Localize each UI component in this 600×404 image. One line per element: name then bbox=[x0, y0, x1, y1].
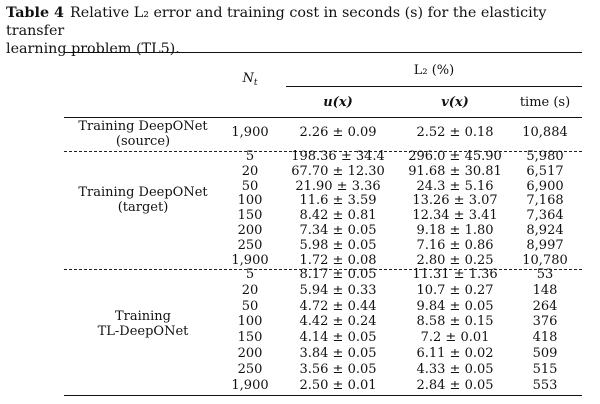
cell-tl-u: 8.17 ± 0.05 bbox=[299, 267, 377, 282]
cell-target-t: 8,924 bbox=[526, 223, 564, 238]
cell-target-n: 5 bbox=[245, 149, 255, 164]
header-time: time (s) bbox=[519, 95, 571, 110]
cell-tl-n: 5 bbox=[245, 267, 255, 282]
cell-target-v: 12.34 ± 3.41 bbox=[412, 208, 498, 224]
cell-target-u: 21.90 ± 3.36 bbox=[295, 178, 381, 194]
cell-source-u: 2.26 ± 0.09 bbox=[299, 125, 377, 140]
cell-tl-n: 1,900 bbox=[231, 377, 269, 393]
dashed-separator-2 bbox=[64, 269, 582, 270]
caption-line-1: Table 4 Relative L₂ error and training co… bbox=[6, 4, 594, 40]
cell-target-n: 50 bbox=[241, 178, 259, 194]
cell-tl-u: 3.56 ± 0.05 bbox=[299, 361, 377, 377]
cell-tl-u: 4.14 ± 0.05 bbox=[299, 330, 377, 346]
cell-target-t: 6,517 bbox=[526, 163, 564, 179]
top-rule bbox=[64, 52, 582, 54]
cell-tl-v: 11.31 ± 1.36 bbox=[412, 267, 498, 282]
table-caption: Table 4 Relative L₂ error and training co… bbox=[6, 4, 594, 58]
cell-target-v: 296.0 ± 45.90 bbox=[408, 149, 502, 164]
cell-tl-n: 100 bbox=[237, 314, 263, 330]
cell-tl-n: 200 bbox=[237, 346, 263, 361]
caption-label: Table 4 bbox=[6, 5, 64, 21]
group-source-line-2: (source) bbox=[115, 134, 171, 149]
cell-tl-t: 515 bbox=[532, 361, 558, 377]
cell-tl-t: 53 bbox=[536, 267, 554, 282]
header-nt-main: N bbox=[242, 71, 254, 86]
cell-source-n: 1,900 bbox=[231, 125, 269, 140]
cell-target-u: 7.34 ± 0.05 bbox=[299, 223, 377, 238]
cell-tl-t: 418 bbox=[532, 330, 558, 346]
cell-target-v: 9.18 ± 1.80 bbox=[416, 223, 494, 238]
cell-tl-t: 509 bbox=[532, 346, 558, 361]
cell-target-t: 5,980 bbox=[526, 149, 564, 164]
cell-tl-v: 7.2 ± 0.01 bbox=[420, 330, 490, 346]
cell-target-v: 13.26 ± 3.07 bbox=[412, 193, 498, 209]
cell-target-v: 2.80 ± 0.25 bbox=[416, 252, 494, 268]
cell-tl-t: 553 bbox=[532, 377, 558, 393]
cell-target-t: 7,364 bbox=[526, 208, 564, 224]
cell-tl-u: 3.84 ± 0.05 bbox=[299, 346, 377, 361]
dashed-separator-1 bbox=[64, 151, 582, 152]
cell-target-u: 198.36 ± 34.4 bbox=[291, 149, 385, 164]
cell-target-n: 100 bbox=[237, 193, 263, 209]
cell-tl-v: 4.33 ± 0.05 bbox=[416, 361, 494, 377]
results-table: Nt L₂ (%) u(x) v(x) time (s) Training De… bbox=[64, 52, 582, 397]
header-nt: Nt bbox=[220, 72, 280, 90]
cell-tl-v: 8.58 ± 0.15 bbox=[416, 314, 494, 330]
cell-tl-n: 50 bbox=[241, 298, 259, 314]
cell-target-v: 91.68 ± 30.81 bbox=[408, 163, 502, 179]
cell-tl-t: 148 bbox=[532, 282, 558, 298]
bottom-rule bbox=[64, 395, 582, 397]
cell-tl-v: 10.7 ± 0.27 bbox=[416, 282, 494, 298]
cell-target-u: 67.70 ± 12.30 bbox=[291, 163, 385, 179]
header-u: u(x) bbox=[323, 95, 353, 110]
cell-tl-n: 20 bbox=[241, 282, 259, 298]
cell-tl-u: 5.94 ± 0.33 bbox=[299, 282, 377, 298]
cell-tl-v: 6.11 ± 0.02 bbox=[416, 346, 494, 361]
cell-tl-n: 250 bbox=[237, 361, 263, 377]
cell-target-n: 150 bbox=[237, 208, 263, 224]
group-source-line-1: Training DeepONet bbox=[78, 119, 208, 134]
group-tl: Training TL-DeepONet bbox=[64, 309, 222, 339]
header-rule bbox=[64, 117, 582, 118]
cell-target-t: 10,780 bbox=[522, 252, 568, 268]
cell-target-n: 200 bbox=[237, 223, 263, 238]
cell-target-t: 7,168 bbox=[526, 193, 564, 209]
header-l2-group: L₂ (%) bbox=[413, 63, 455, 78]
cell-source-v: 2.52 ± 0.18 bbox=[416, 125, 494, 140]
header-v: v(x) bbox=[441, 95, 469, 110]
group-target: Training DeepONet (target) bbox=[64, 185, 222, 215]
cell-target-u: 8.42 ± 0.81 bbox=[299, 208, 377, 224]
cell-target-n: 1,900 bbox=[231, 252, 269, 268]
group-source: Training DeepONet (source) bbox=[64, 119, 222, 149]
cell-target-u: 5.98 ± 0.05 bbox=[299, 237, 377, 253]
cell-target-n: 250 bbox=[237, 237, 263, 253]
caption-text-1: Relative L₂ error and training cost in s… bbox=[6, 5, 547, 39]
cell-target-t: 6,900 bbox=[526, 178, 564, 194]
cell-target-u: 11.6 ± 3.59 bbox=[299, 193, 377, 209]
cell-target-t: 8,997 bbox=[526, 237, 564, 253]
group-target-line-1: Training DeepONet bbox=[78, 185, 208, 200]
cell-tl-t: 264 bbox=[532, 298, 558, 314]
group-tl-line-2: TL-DeepONet bbox=[97, 324, 189, 339]
cell-tl-u: 2.50 ± 0.01 bbox=[299, 377, 377, 393]
cell-tl-u: 4.42 ± 0.24 bbox=[299, 314, 377, 330]
cell-tl-n: 150 bbox=[237, 330, 263, 346]
cell-target-n: 20 bbox=[241, 163, 259, 179]
cell-source-t: 10,884 bbox=[522, 125, 568, 140]
cell-target-v: 7.16 ± 0.86 bbox=[416, 237, 494, 253]
cell-tl-v: 2.84 ± 0.05 bbox=[416, 377, 494, 393]
cell-tl-t: 376 bbox=[532, 314, 558, 330]
cell-target-v: 24.3 ± 5.16 bbox=[416, 178, 494, 194]
cell-tl-u: 4.72 ± 0.44 bbox=[299, 298, 377, 314]
group-tl-line-1: Training bbox=[114, 309, 172, 324]
l2-group-rule bbox=[286, 86, 582, 87]
cell-tl-v: 9.84 ± 0.05 bbox=[416, 298, 494, 314]
group-target-line-2: (target) bbox=[117, 200, 169, 215]
cell-target-u: 1.72 ± 0.08 bbox=[299, 252, 377, 268]
header-nt-sub: t bbox=[253, 78, 258, 88]
